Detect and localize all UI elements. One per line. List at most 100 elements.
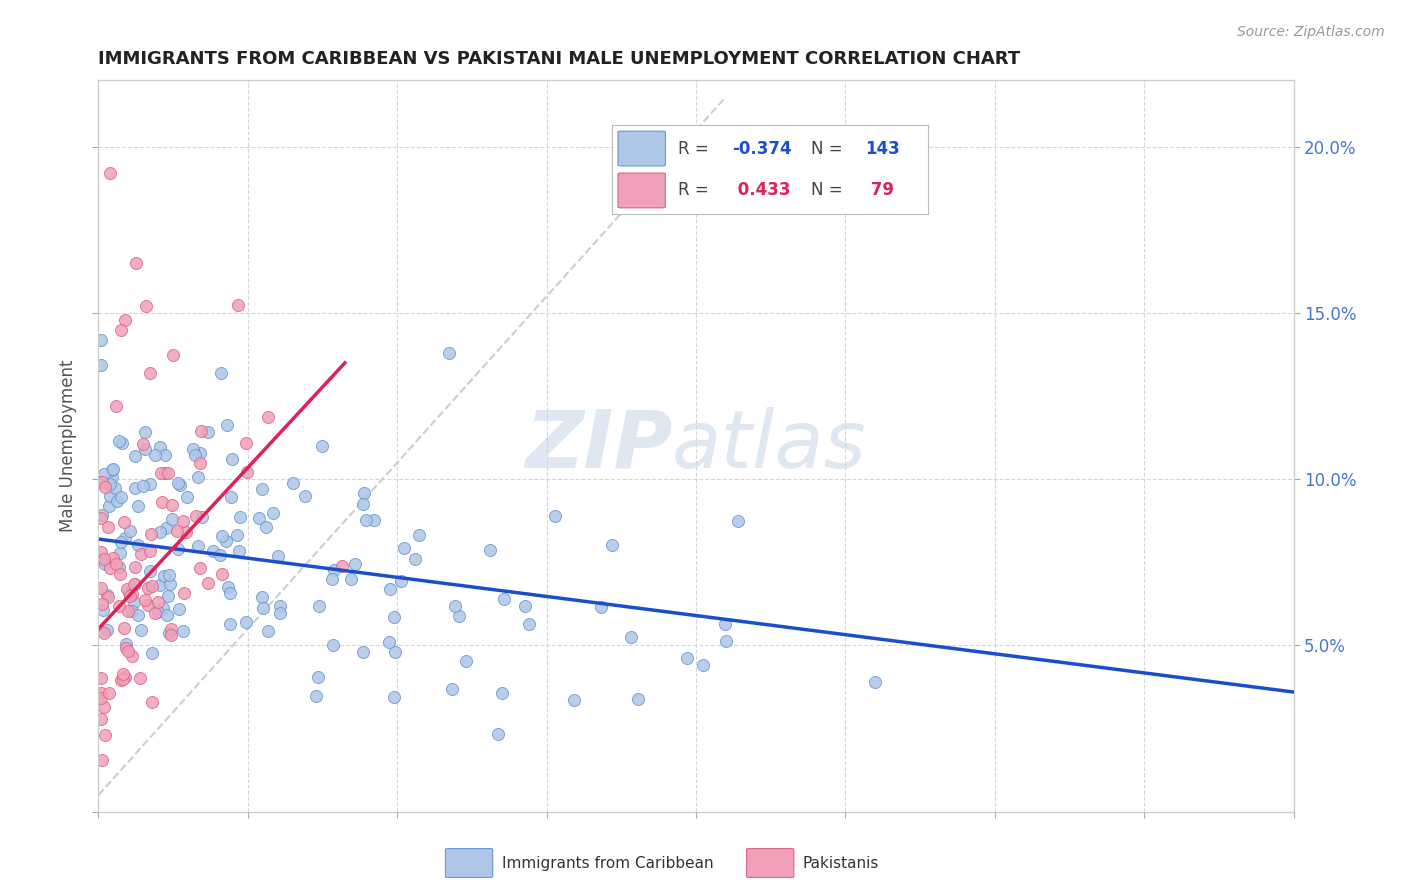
Point [90,685,112,699]
Point [162,511,184,525]
Point [122,577,145,591]
Point [176,525,198,540]
Point [98,499,121,513]
Point [104,481,127,495]
Text: Source: ZipAtlas.com: Source: ZipAtlas.com [1237,25,1385,39]
Point [209,366,232,380]
Point [221,452,243,467]
Point [156,467,179,481]
Point [173,514,195,528]
Point [104,557,127,571]
Point [134,592,156,607]
Point [120,590,142,604]
Point [101,463,124,477]
Point [173,586,195,600]
Point [149,524,172,539]
Point [321,573,343,587]
Point [101,462,124,476]
Point [486,727,509,741]
Point [117,604,139,618]
Point [156,608,179,623]
FancyBboxPatch shape [747,848,794,878]
Point [155,448,177,462]
Point [153,467,176,481]
Point [382,690,405,704]
Point [124,560,146,574]
Text: 0.433: 0.433 [731,181,790,200]
Point [127,608,149,623]
Point [150,495,173,509]
Point [110,673,132,688]
Point [149,578,172,592]
Point [440,682,463,697]
Point [91,603,114,617]
Point [143,449,166,463]
Point [197,576,219,591]
Point [215,533,238,548]
Point [235,615,257,629]
Point [254,520,277,534]
Point [564,693,586,707]
Point [219,490,242,504]
Point [105,494,128,508]
Point [157,590,180,604]
Point [98,166,122,180]
Point [226,528,249,542]
Point [97,686,120,700]
Point [139,366,162,380]
Point [111,436,134,450]
Point [98,477,121,491]
Point [184,448,207,462]
Point [269,599,291,613]
Point [138,599,160,613]
Point [100,489,122,503]
Point [152,601,174,615]
Point [229,509,252,524]
Point [108,434,131,449]
FancyBboxPatch shape [446,848,492,878]
Text: 79: 79 [865,181,894,200]
Point [363,513,385,527]
Point [188,445,211,459]
Point [269,606,291,620]
Point [439,346,461,360]
Point [236,465,259,479]
Point [456,654,478,668]
Point [93,552,115,566]
Point [112,622,135,636]
Point [184,508,207,523]
Point [124,482,146,496]
Point [141,646,163,660]
Point [91,597,114,611]
Point [169,477,191,491]
Point [865,675,887,690]
Point [219,616,242,631]
Point [121,604,143,618]
Point [134,442,156,457]
Point [447,609,470,624]
Point [305,690,328,704]
Point [129,547,152,561]
Point [110,490,132,504]
Point [111,672,134,686]
Point [169,601,191,615]
Point [110,323,132,337]
Text: R =: R = [678,181,714,200]
Point [115,641,138,656]
Point [172,624,194,639]
Point [110,546,132,560]
Point [176,490,198,504]
Point [215,417,238,432]
Point [97,520,120,534]
Point [627,691,650,706]
Point [188,560,211,574]
Point [323,563,346,577]
Point [228,544,250,558]
Point [209,548,232,562]
Point [107,599,129,614]
Point [354,513,377,527]
Point [121,587,143,601]
Point [211,529,233,543]
FancyBboxPatch shape [619,131,665,166]
Text: N =: N = [811,139,848,158]
